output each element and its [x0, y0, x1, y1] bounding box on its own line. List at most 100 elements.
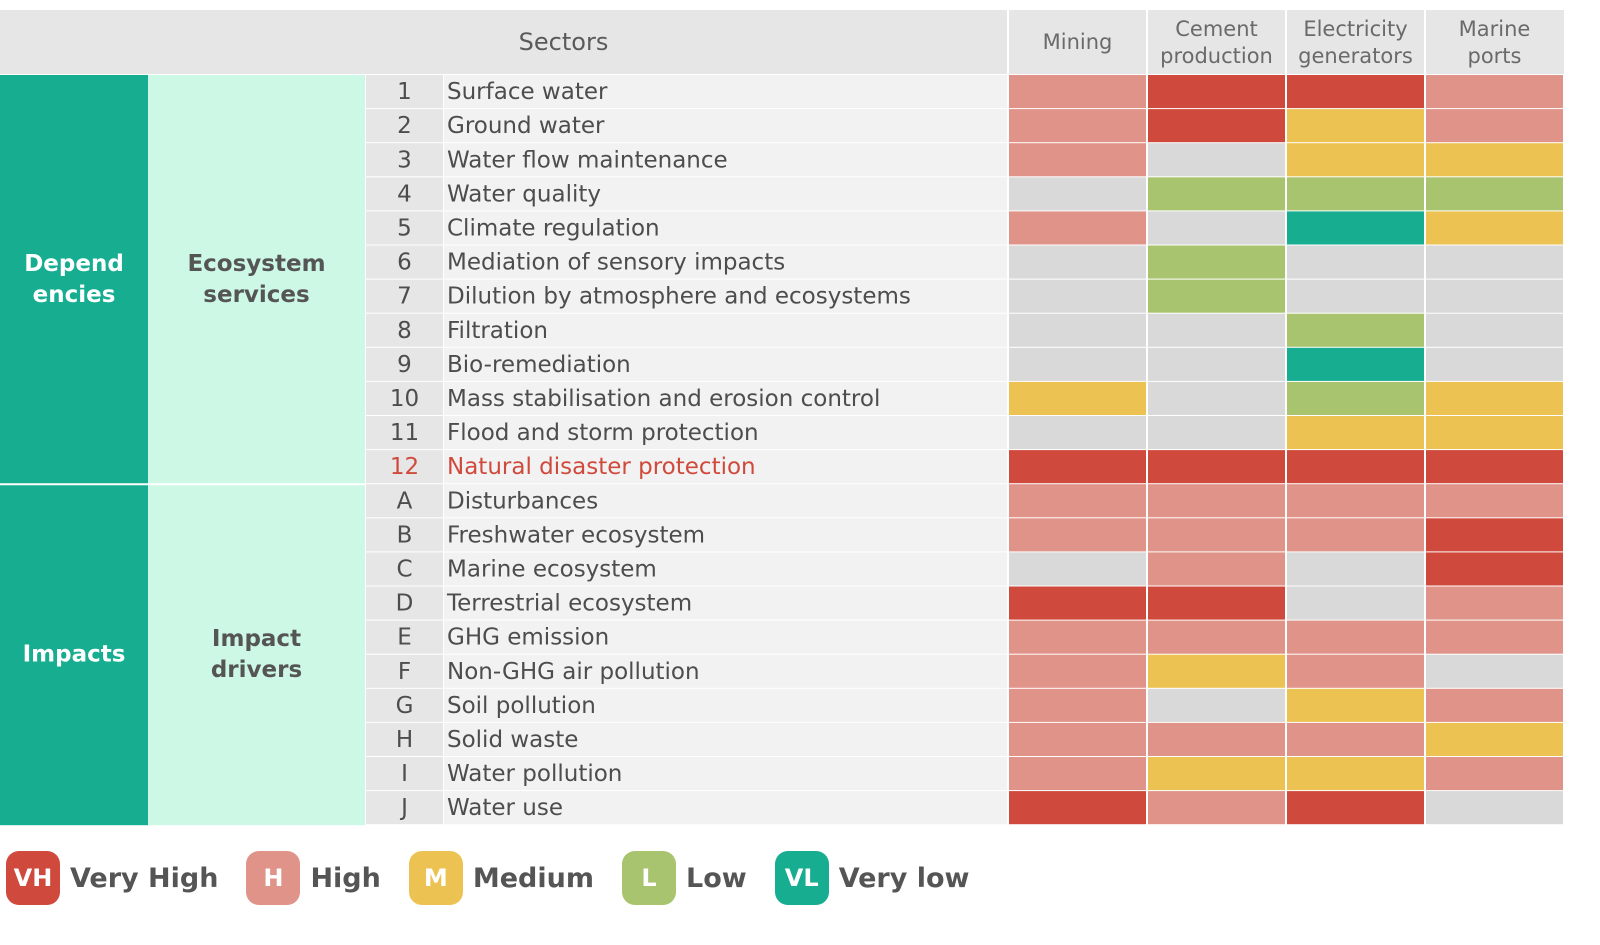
heatmap-cell [1148, 620, 1285, 654]
heatmap-cell [1426, 245, 1563, 279]
heatmap-cell [1287, 518, 1424, 552]
heatmap-cell [1009, 654, 1146, 688]
heatmap-cell [1148, 518, 1285, 552]
heatmap-cell [1287, 620, 1424, 654]
heatmap-cell [1009, 416, 1146, 450]
heatmap-cell [1287, 75, 1424, 109]
column-header: Mining [1043, 30, 1113, 54]
row-id: I [401, 761, 408, 787]
row-label-cell [444, 552, 1007, 586]
row-id: 11 [390, 420, 419, 446]
heatmap-cell [1426, 177, 1563, 211]
heatmap-cell [1287, 552, 1424, 586]
row-label-cell [444, 722, 1007, 756]
row-id: 3 [397, 147, 412, 173]
header-background [0, 10, 1564, 74]
heatmap-cell [1287, 757, 1424, 791]
row-id-cell [366, 518, 443, 552]
row-label: Natural disaster protection [447, 454, 756, 480]
row-id: G [396, 693, 414, 719]
row-id-cell [366, 313, 443, 347]
heatmap-cell [1426, 688, 1563, 722]
heatmap-cell [1426, 552, 1563, 586]
heatmap-cell [1148, 143, 1285, 177]
heatmap-cell [1009, 347, 1146, 381]
subgroup-block [148, 484, 365, 826]
row-id-cell [366, 654, 443, 688]
row-label: Filtration [447, 318, 548, 344]
subgroup-label: drivers [211, 657, 302, 683]
row-id-cell [366, 143, 443, 177]
row-id: D [396, 591, 414, 617]
row-label: Freshwater ecosystem [447, 522, 705, 548]
row-id: 2 [397, 113, 412, 139]
heatmap-cell [1287, 791, 1424, 825]
legend-badge: L [621, 851, 676, 905]
row-id: J [399, 795, 408, 821]
heatmap-cell [1426, 791, 1563, 825]
heatmap-cell [1426, 109, 1563, 143]
heatmap-cell [1426, 620, 1563, 654]
row-label: Terrestrial ecosystem [446, 591, 692, 617]
row-label-cell [444, 484, 1007, 518]
group-label: encies [33, 282, 116, 308]
row-id-cell [366, 279, 443, 313]
row-id-cell [366, 245, 443, 279]
legend-item: L Low [621, 851, 747, 905]
row-label-cell [444, 688, 1007, 722]
group-block [0, 75, 148, 485]
row-id: 9 [397, 352, 412, 378]
row-id: 10 [390, 386, 419, 412]
row-label-cell [444, 211, 1007, 245]
row-id-cell [366, 381, 443, 415]
row-id: B [397, 522, 413, 548]
legend-item: M Medium [408, 851, 594, 905]
heatmap-cell [1426, 313, 1563, 347]
heatmap-cell [1426, 586, 1563, 620]
row-id: 7 [397, 284, 412, 310]
subgroup-label: Impact [212, 626, 301, 652]
row-id: E [397, 625, 412, 651]
heatmap-cell [1148, 211, 1285, 245]
row-id-cell [366, 586, 443, 620]
heatmap-cell [1009, 381, 1146, 415]
corner-label: Sectors [519, 28, 609, 56]
group-label: Depend [24, 251, 124, 277]
row-id-cell [366, 416, 443, 450]
row-id: F [398, 659, 411, 685]
heatmap-cell [1426, 518, 1563, 552]
row-label: Bio-remediation [447, 352, 631, 378]
row-label-cell [444, 416, 1007, 450]
legend-badge: H [246, 851, 301, 905]
heatmap-cell [1009, 757, 1146, 791]
heatmap-cell [1148, 722, 1285, 756]
row-id-cell [366, 75, 443, 109]
heatmap-cell [1009, 75, 1146, 109]
heatmap-cell [1009, 791, 1146, 825]
heatmap-cell [1287, 722, 1424, 756]
row-id-cell [366, 484, 443, 518]
legend-label: Very low [838, 862, 970, 894]
row-label-cell [444, 450, 1007, 484]
row-id-cell [366, 791, 443, 825]
column-header: Cement production [1160, 17, 1273, 68]
heatmap-cell [1009, 620, 1146, 654]
row-label-cell [444, 654, 1007, 688]
row-label: Solid waste [447, 727, 578, 753]
row-id-cell [366, 109, 443, 143]
heatmap-cell [1148, 791, 1285, 825]
row-label-cell [444, 245, 1007, 279]
row-label: Water quality [447, 181, 601, 207]
legend-item: H High [246, 851, 381, 905]
row-id: C [396, 556, 412, 582]
heatmap-cell [1148, 654, 1285, 688]
row-label: Water pollution [447, 761, 622, 787]
heatmap-cell [1148, 245, 1285, 279]
row-id: A [397, 488, 413, 514]
heatmap-cell [1148, 75, 1285, 109]
row-id-cell [366, 688, 443, 722]
heatmap-cell [1148, 450, 1285, 484]
legend-badge: VH [6, 851, 60, 905]
row-id: 1 [397, 79, 412, 105]
heatmap-cell [1009, 518, 1146, 552]
